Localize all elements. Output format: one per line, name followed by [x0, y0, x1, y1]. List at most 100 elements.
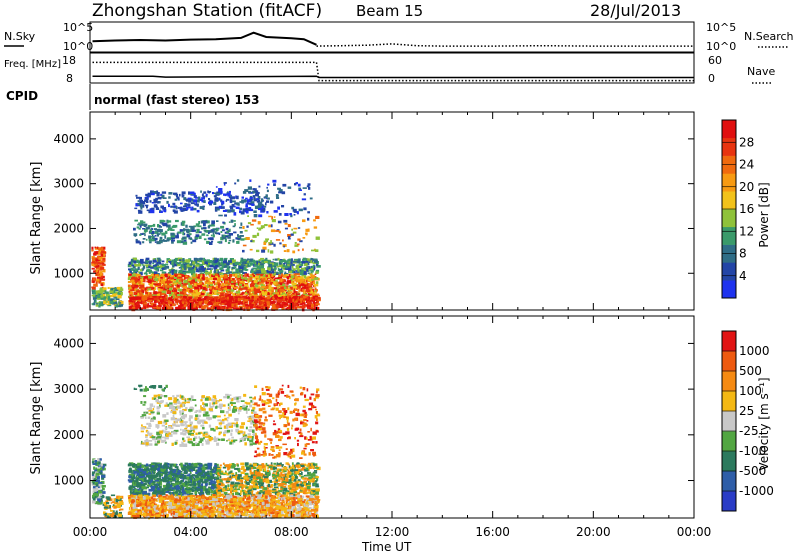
- range-gate-cell: [224, 214, 227, 217]
- range-gate-cell: [176, 299, 180, 303]
- range-gate-cell: [180, 480, 183, 483]
- cpid-label: CPID: [6, 89, 38, 103]
- colorbar-tick-label: 16: [739, 202, 754, 216]
- range-gate-cell: [190, 469, 193, 472]
- range-gate-cell: [106, 513, 110, 516]
- range-gate-cell: [198, 221, 200, 225]
- range-gate-cell: [257, 298, 262, 302]
- range-gate-cell: [209, 289, 214, 292]
- range-gate-cell: [140, 276, 144, 279]
- range-gate-cell: [250, 305, 253, 309]
- range-gate-cell: [171, 239, 175, 242]
- range-gate-cell: [284, 297, 288, 301]
- range-gate-cell: [97, 502, 103, 505]
- range-gate-cell: [263, 206, 267, 208]
- range-gate-cell: [233, 231, 237, 234]
- range-gate-cell: [188, 285, 193, 288]
- range-gate-cell: [199, 295, 203, 298]
- range-gate-cell: [198, 288, 201, 291]
- range-gate-cell: [267, 183, 270, 186]
- range-gate-cell: [271, 294, 274, 297]
- range-gate-cell: [257, 262, 262, 266]
- range-gate-cell: [220, 292, 224, 296]
- range-gate-cell: [93, 278, 95, 281]
- range-gate-cell: [284, 289, 287, 292]
- range-gate-cell: [252, 267, 257, 270]
- range-gate-cell: [181, 264, 186, 268]
- range-gate-cell: [305, 260, 309, 264]
- range-gate-cell: [193, 307, 198, 310]
- range-gate-cell: [146, 474, 149, 478]
- range-gate-cell: [270, 293, 272, 296]
- range-gate-cell: [132, 300, 135, 304]
- range-gate-cell: [149, 297, 154, 300]
- range-gate-cell: [94, 257, 99, 260]
- range-gate-cell: [157, 289, 161, 291]
- range-gate-cell: [240, 303, 244, 305]
- range-gate-cell: [285, 265, 288, 269]
- range-gate-cell: [142, 302, 147, 305]
- range-gate-cell: [207, 303, 210, 306]
- range-gate-cell: [137, 292, 140, 296]
- range-gate-cell: [264, 224, 268, 227]
- range-gate-cell: [257, 278, 259, 281]
- range-gate-cell: [154, 486, 157, 489]
- range-gate-cell: [177, 231, 182, 234]
- range-gate-cell: [148, 261, 152, 265]
- range-gate-cell: [226, 268, 230, 272]
- range-gate-cell: [112, 294, 114, 296]
- range-gate-cell: [270, 224, 273, 228]
- range-gate-cell: [230, 289, 235, 292]
- y-tick-label: 2000: [53, 221, 84, 235]
- range-gate-cell: [188, 237, 192, 240]
- range-gate-cell: [213, 466, 218, 470]
- range-gate-cell: [143, 199, 148, 202]
- range-gate-cell: [252, 188, 255, 190]
- range-gate-cell: [303, 272, 307, 275]
- range-gate-cell: [97, 293, 100, 296]
- range-gate-cell: [96, 491, 99, 495]
- range-gate-cell: [159, 276, 164, 279]
- range-gate-cell: [212, 289, 217, 292]
- range-gate-cell: [140, 300, 144, 305]
- range-gate-cell: [292, 286, 298, 289]
- range-gate-cell: [208, 191, 210, 194]
- range-gate-cell: [231, 268, 234, 271]
- range-gate-cell: [240, 260, 243, 263]
- range-gate-cell: [272, 296, 275, 300]
- range-gate-cell: [142, 241, 145, 244]
- range-gate-cell: [270, 281, 274, 284]
- range-gate-cell: [150, 230, 155, 234]
- range-gate-cell: [244, 285, 247, 289]
- range-gate-cell: [157, 257, 161, 260]
- range-gate-cell: [271, 278, 274, 281]
- range-gate-cell: [169, 281, 172, 284]
- range-gate-cell: [232, 196, 236, 199]
- range-gate-cell: [305, 285, 309, 288]
- range-gate-cell: [134, 284, 138, 287]
- range-gate-cell: [266, 197, 270, 200]
- range-gate-cell: [154, 234, 157, 237]
- range-gate-cell: [153, 264, 157, 268]
- range-gate-cell: [133, 283, 137, 286]
- range-gate-cell: [168, 227, 173, 231]
- range-gate-cell: [110, 498, 113, 502]
- range-gate-cell: [289, 304, 293, 308]
- range-gate-cell: [146, 260, 150, 263]
- range-gate-cell: [174, 258, 178, 261]
- range-gate-cell: [151, 271, 156, 275]
- range-gate-cell: [136, 290, 141, 293]
- range-gate-cell: [209, 202, 212, 206]
- range-gate-cell: [270, 287, 274, 291]
- range-gate-cell: [182, 266, 187, 268]
- range-gate-cell: [277, 220, 282, 224]
- range-gate-cell: [211, 483, 216, 487]
- range-gate-cell: [171, 238, 174, 241]
- range-gate-cell: [185, 487, 187, 490]
- range-gate-cell: [97, 495, 100, 499]
- colorbar-swatch: [722, 137, 736, 156]
- range-gate-cell: [287, 265, 290, 268]
- range-gate-cell: [156, 193, 160, 197]
- range-gate-cell: [256, 273, 260, 276]
- range-gate-cell: [263, 296, 265, 298]
